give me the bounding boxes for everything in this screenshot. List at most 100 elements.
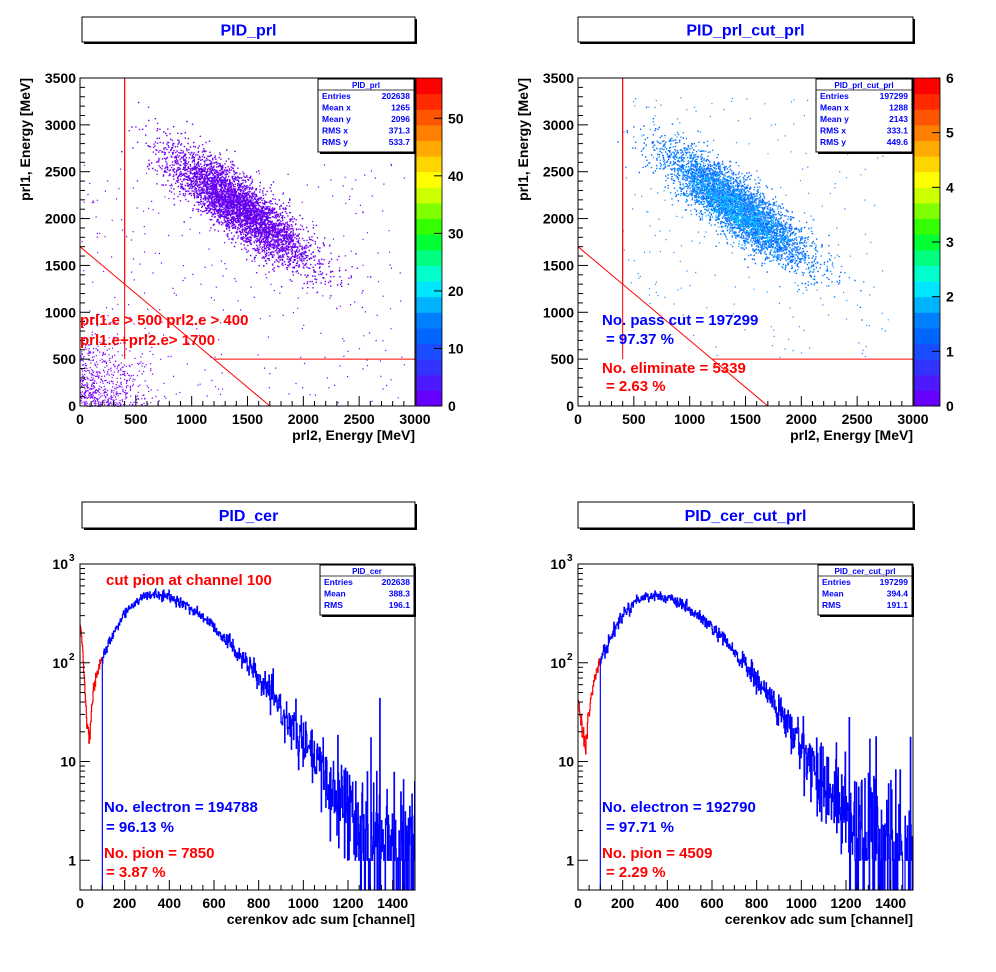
stats-title: PID_cer (352, 567, 382, 576)
stats-key: RMS (822, 600, 841, 610)
y-tick-label: 1 (68, 852, 76, 868)
palette-cell (914, 234, 940, 251)
palette-cell (914, 202, 940, 220)
x-tick-label: 1000 (288, 895, 319, 911)
x-tick-label: 600 (202, 895, 226, 911)
y-tick-label: 10 (550, 556, 566, 572)
x-tick-label: 2000 (786, 411, 817, 427)
palette-cell (914, 218, 940, 235)
histogram-series (102, 588, 416, 891)
palette-tick-label: 50 (448, 110, 464, 126)
title-box: PID_prl (81, 16, 417, 44)
stats-value: 394.4 (887, 589, 909, 599)
stats-box-frame (319, 564, 415, 616)
stats-value: 197299 (880, 577, 909, 587)
y-tick-label: 0 (68, 398, 76, 414)
palette-cell (416, 249, 442, 266)
y-tick-label: 1 (566, 852, 574, 868)
x-tick-label: 500 (622, 411, 646, 427)
y-tick-label: 0 (566, 398, 574, 414)
y-tick-label: 10 (52, 655, 68, 671)
annotations: No. pass cut = 197299 = 97.37 % No. elimin… (602, 312, 758, 395)
palette-cell (416, 218, 442, 235)
y-tick-label: 3500 (543, 70, 574, 86)
stats-key: RMS y (820, 137, 846, 147)
scatter-points (121, 101, 357, 297)
x-tick-label: 1000 (786, 895, 817, 911)
color-palette: 0 10 20 30 40 50 (415, 77, 464, 414)
annotation-text: = 96.13 % (106, 819, 174, 836)
stats-title: PID_prl_cut_prl (834, 81, 893, 90)
scatter-points (663, 143, 811, 272)
palette-cell (416, 171, 442, 188)
y-axis-label: prl1, Energy [MeV] (515, 78, 531, 201)
stats-box-frame (815, 78, 913, 153)
cut-lines (577, 78, 913, 407)
x-tick-label: 3000 (399, 411, 430, 427)
palette-cell (914, 281, 940, 298)
stats-value: 202638 (382, 91, 411, 101)
y-tick-label: 500 (53, 351, 77, 367)
stats-box-frame (317, 78, 415, 153)
x-tick-label: 2000 (288, 411, 319, 427)
palette-cell (416, 343, 442, 360)
annotations: prl1.e > 500 prl2.e > 400 prl1.e+prl2.e> … (80, 312, 248, 349)
annotation-text: = 97.37 % (606, 331, 674, 348)
annotation-text: = 97.71 % (606, 819, 674, 836)
annotation-text: No. pass cut = 197299 (602, 312, 758, 329)
annotation-text: prl1.e > 500 prl2.e > 400 (80, 312, 248, 329)
palette-cell (914, 156, 940, 173)
y-tick-exponent: 2 (69, 652, 75, 663)
y-tick-label: 3500 (45, 70, 76, 86)
y-tick-exponent: 3 (69, 553, 75, 564)
palette-cell (914, 390, 940, 407)
stats-value: 202638 (382, 577, 411, 587)
annotations: No. electron = 192790 = 97.71 % No. pion =… (602, 799, 756, 881)
stats-value: 371.3 (389, 126, 411, 136)
stats-key: RMS y (322, 137, 348, 147)
cut-line-sum (79, 246, 271, 407)
palette-cell (416, 327, 442, 345)
plot-frame (577, 563, 914, 891)
scatter-density (617, 97, 889, 358)
x-tick-label: 1000 (674, 411, 705, 427)
y-tick-label: 10 (60, 754, 76, 770)
palette-tick-label: 30 (448, 225, 464, 241)
x-axis-label: cerenkov adc sum [channel] (227, 911, 415, 927)
annotation-text: No. electron = 194788 (104, 799, 258, 816)
palette-cell (416, 234, 442, 251)
palette-cell (914, 374, 940, 391)
y-tick-label: 1500 (45, 257, 76, 273)
palette-cell (416, 109, 442, 126)
histogram-series (600, 590, 914, 891)
y-axis: 0 500 1000 1500 2000 2500 3000 3500 prl1, Energy… (17, 70, 90, 414)
annotation-text: = 2.29 % (606, 864, 666, 881)
x-tick-label: 0 (574, 895, 582, 911)
y-tick-label: 500 (551, 351, 575, 367)
x-tick-label: 400 (656, 895, 680, 911)
palette-cell (416, 124, 442, 141)
stats-value: 2143 (889, 114, 908, 124)
cut-line-sum (577, 246, 769, 407)
x-tick-label: 200 (611, 895, 635, 911)
x-tick-label: 1200 (830, 895, 861, 911)
stats-key: Mean (822, 589, 844, 599)
x-axis-label: prl2, Energy [MeV] (292, 427, 415, 443)
y-tick-label: 10 (52, 556, 68, 572)
annotations: cut pion at channel 100 No. electron = 19… (104, 572, 272, 881)
y-tick-label: 3000 (45, 117, 76, 133)
stats-key: RMS x (820, 126, 846, 136)
title-box: PID_cer_cut_prl (577, 501, 915, 530)
palette-cell (416, 296, 442, 313)
palette-tick-label: 4 (946, 179, 954, 195)
palette-cell (914, 124, 940, 141)
x-tick-label: 1400 (377, 895, 408, 911)
palette-cell (416, 93, 442, 110)
x-tick-label: 0 (76, 895, 84, 911)
stats-key: RMS (324, 600, 343, 610)
